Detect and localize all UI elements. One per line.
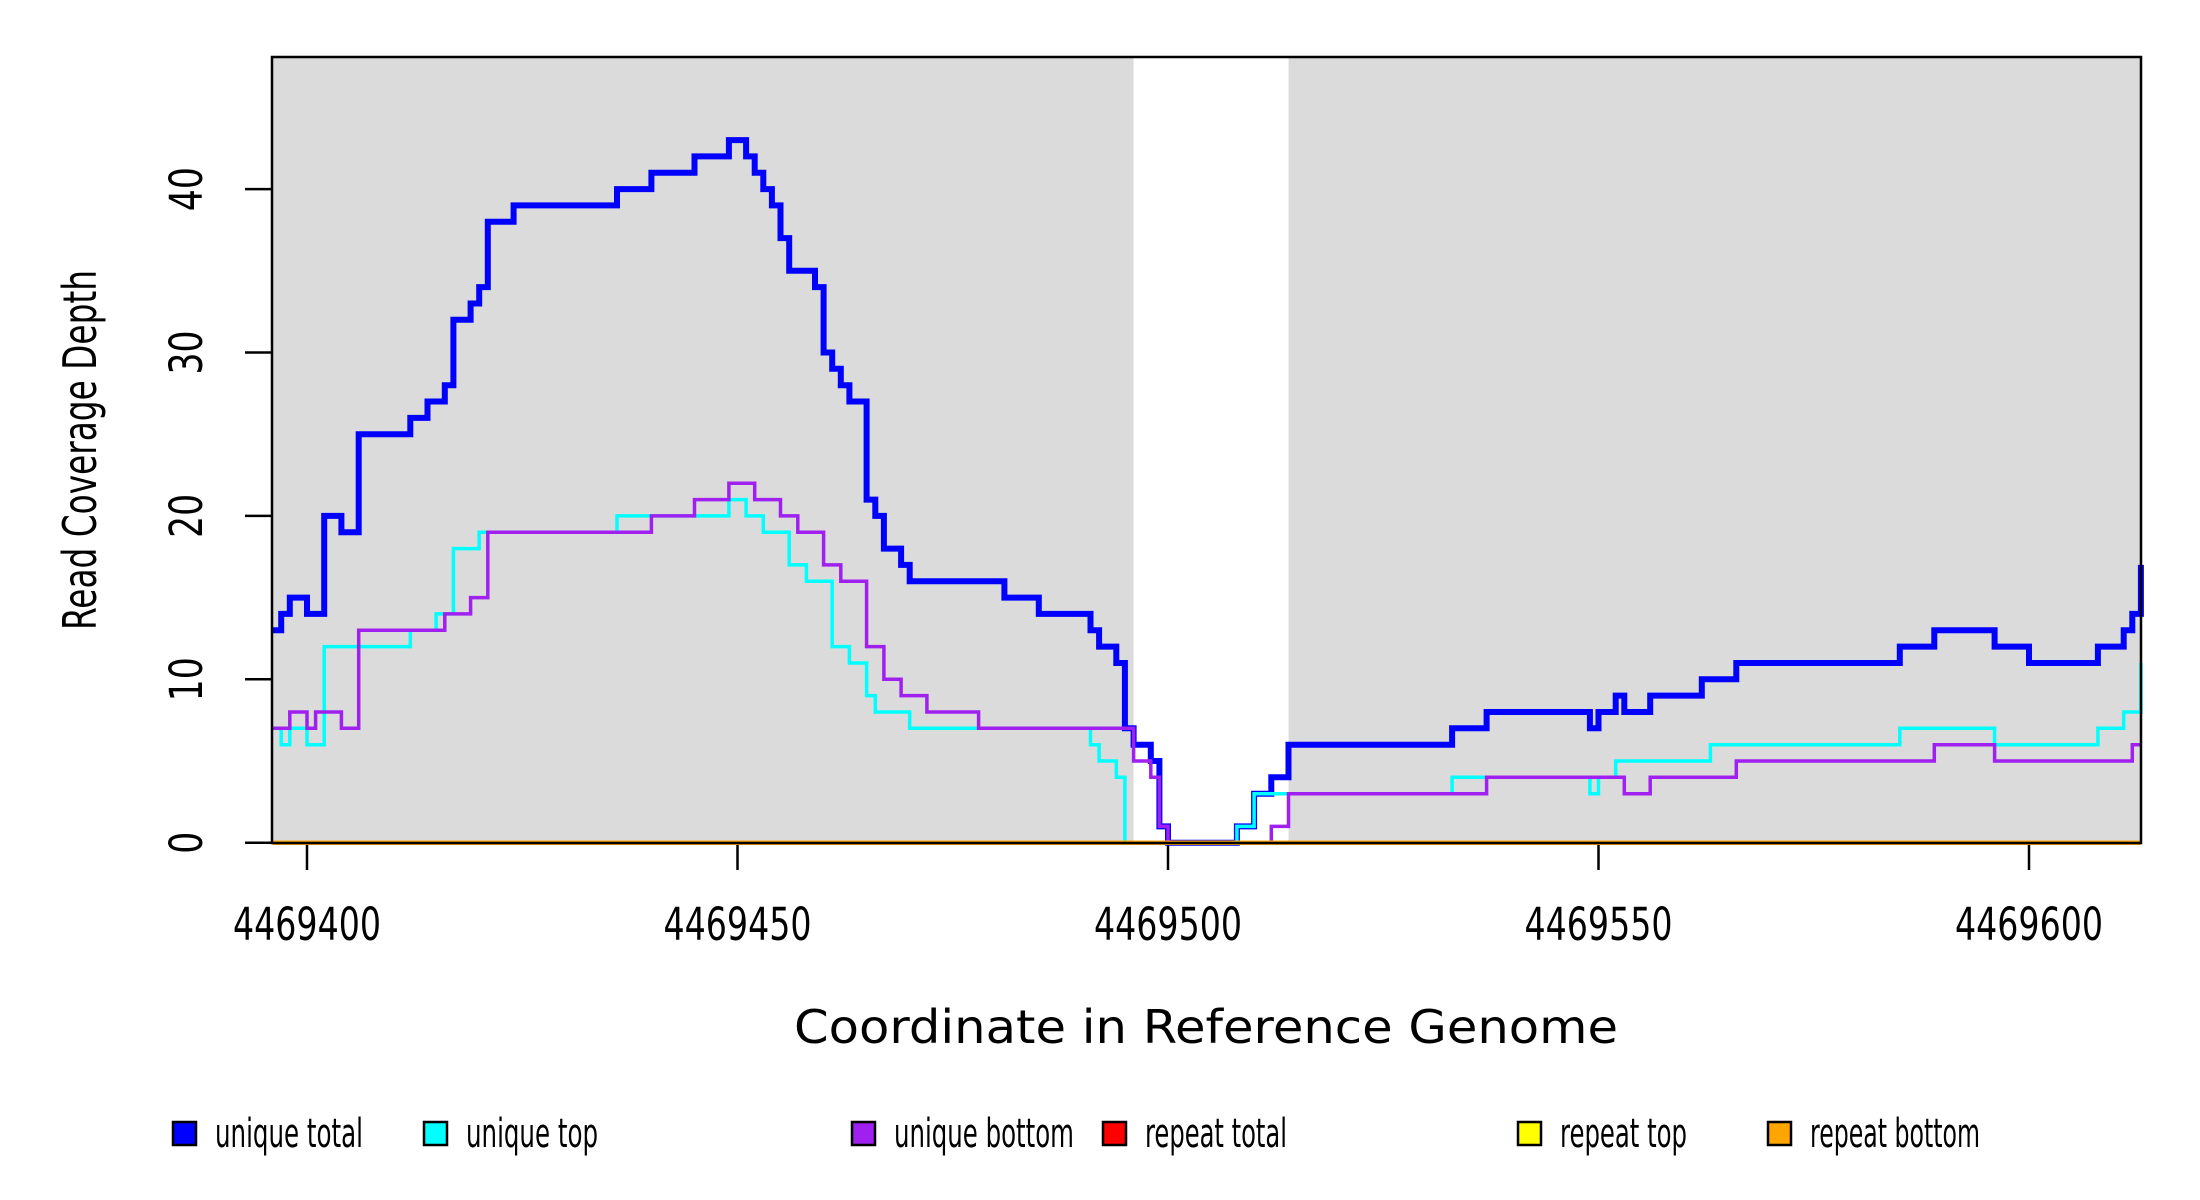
legend-item: unique total: [171, 1111, 363, 1157]
plot-shaded-background: [272, 57, 2141, 843]
legend-item: unique top: [422, 1111, 598, 1157]
y-tick-label: 20: [160, 494, 213, 538]
x-tick-label: 4469400: [233, 898, 381, 951]
legend-swatch-unique-bottom: [850, 1120, 877, 1147]
legend-swatch-unique-total: [171, 1120, 198, 1147]
plot-border: [270, 55, 2143, 845]
x-tick-label: 4469600: [1955, 898, 2103, 951]
legend-swatch-unique-top: [422, 1120, 449, 1147]
x-tick-label: 4469450: [664, 898, 812, 951]
legend-item: unique bottom: [850, 1111, 1074, 1157]
axes: 4469400 4469450 4469500 4469550 4469600 0 10 20…: [160, 167, 2103, 951]
x-tick-label: 4469500: [1094, 898, 1242, 951]
x-tick-label: 4469550: [1525, 898, 1673, 951]
legend-swatch-repeat-bottom: [1766, 1120, 1793, 1147]
y-axis-title: Read Coverage Depth: [53, 270, 107, 630]
legend-item: repeat top: [1516, 1111, 1687, 1157]
x-axis-title: Coordinate in Reference Genome: [794, 1000, 1618, 1054]
legend-label: unique total: [215, 1111, 363, 1157]
series-unique-top-line: [272, 497, 2143, 845]
y-tick-label: 40: [160, 167, 213, 211]
shaded-region: [272, 57, 1134, 843]
legend-label: repeat top: [1560, 1111, 1687, 1157]
legend: unique total unique top unique bottom repea…: [171, 1111, 1980, 1157]
legend-label: repeat total: [1145, 1111, 1287, 1157]
y-tick-label: 30: [160, 331, 213, 375]
legend-label: repeat bottom: [1810, 1111, 1980, 1157]
legend-label: unique top: [466, 1111, 598, 1157]
legend-item: repeat bottom: [1766, 1111, 1980, 1157]
y-tick-label: 10: [160, 657, 213, 701]
legend-item: repeat total: [1101, 1111, 1287, 1157]
legend-swatch-repeat-total: [1101, 1120, 1128, 1147]
series-unique-bottom-line: [272, 481, 2141, 845]
legend-label: unique bottom: [894, 1111, 1074, 1157]
legend-swatch-repeat-top: [1516, 1120, 1543, 1147]
series-unique-total-line: [272, 137, 2144, 846]
shaded-region: [1288, 57, 2141, 843]
y-tick-label: 0: [160, 832, 213, 854]
